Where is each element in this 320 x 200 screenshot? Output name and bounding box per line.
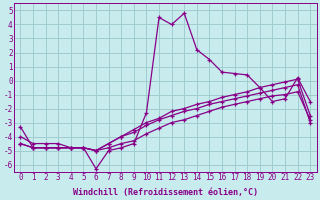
X-axis label: Windchill (Refroidissement éolien,°C): Windchill (Refroidissement éolien,°C) — [73, 188, 258, 197]
